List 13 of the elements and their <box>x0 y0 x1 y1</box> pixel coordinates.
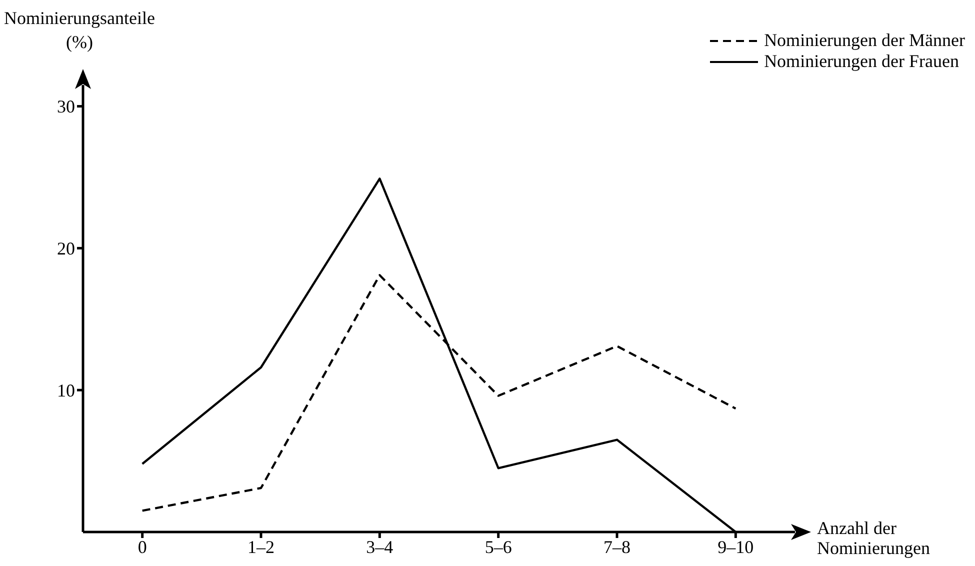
x-tick-label: 5–6 <box>484 536 512 557</box>
y-axis-title: Nominierungsanteile (%) <box>4 7 155 54</box>
x-tick-label: 0 <box>138 536 147 557</box>
y-tick-label: 20 <box>57 238 75 259</box>
y-tick-label: 10 <box>57 380 75 400</box>
y-tick-label: 30 <box>57 96 75 117</box>
legend-label: Nominierungen der Frauen <box>764 51 960 72</box>
x-tick-label: 3–4 <box>366 536 394 557</box>
x-axis-title: Anzahl der Nominierungen <box>817 518 930 558</box>
legend-label: Nominierungen der Männer <box>764 30 965 51</box>
x-tick-label: 9–10 <box>718 536 754 557</box>
x-tick-label: 7–8 <box>604 536 630 557</box>
x-tick-label: 1–2 <box>248 536 274 557</box>
